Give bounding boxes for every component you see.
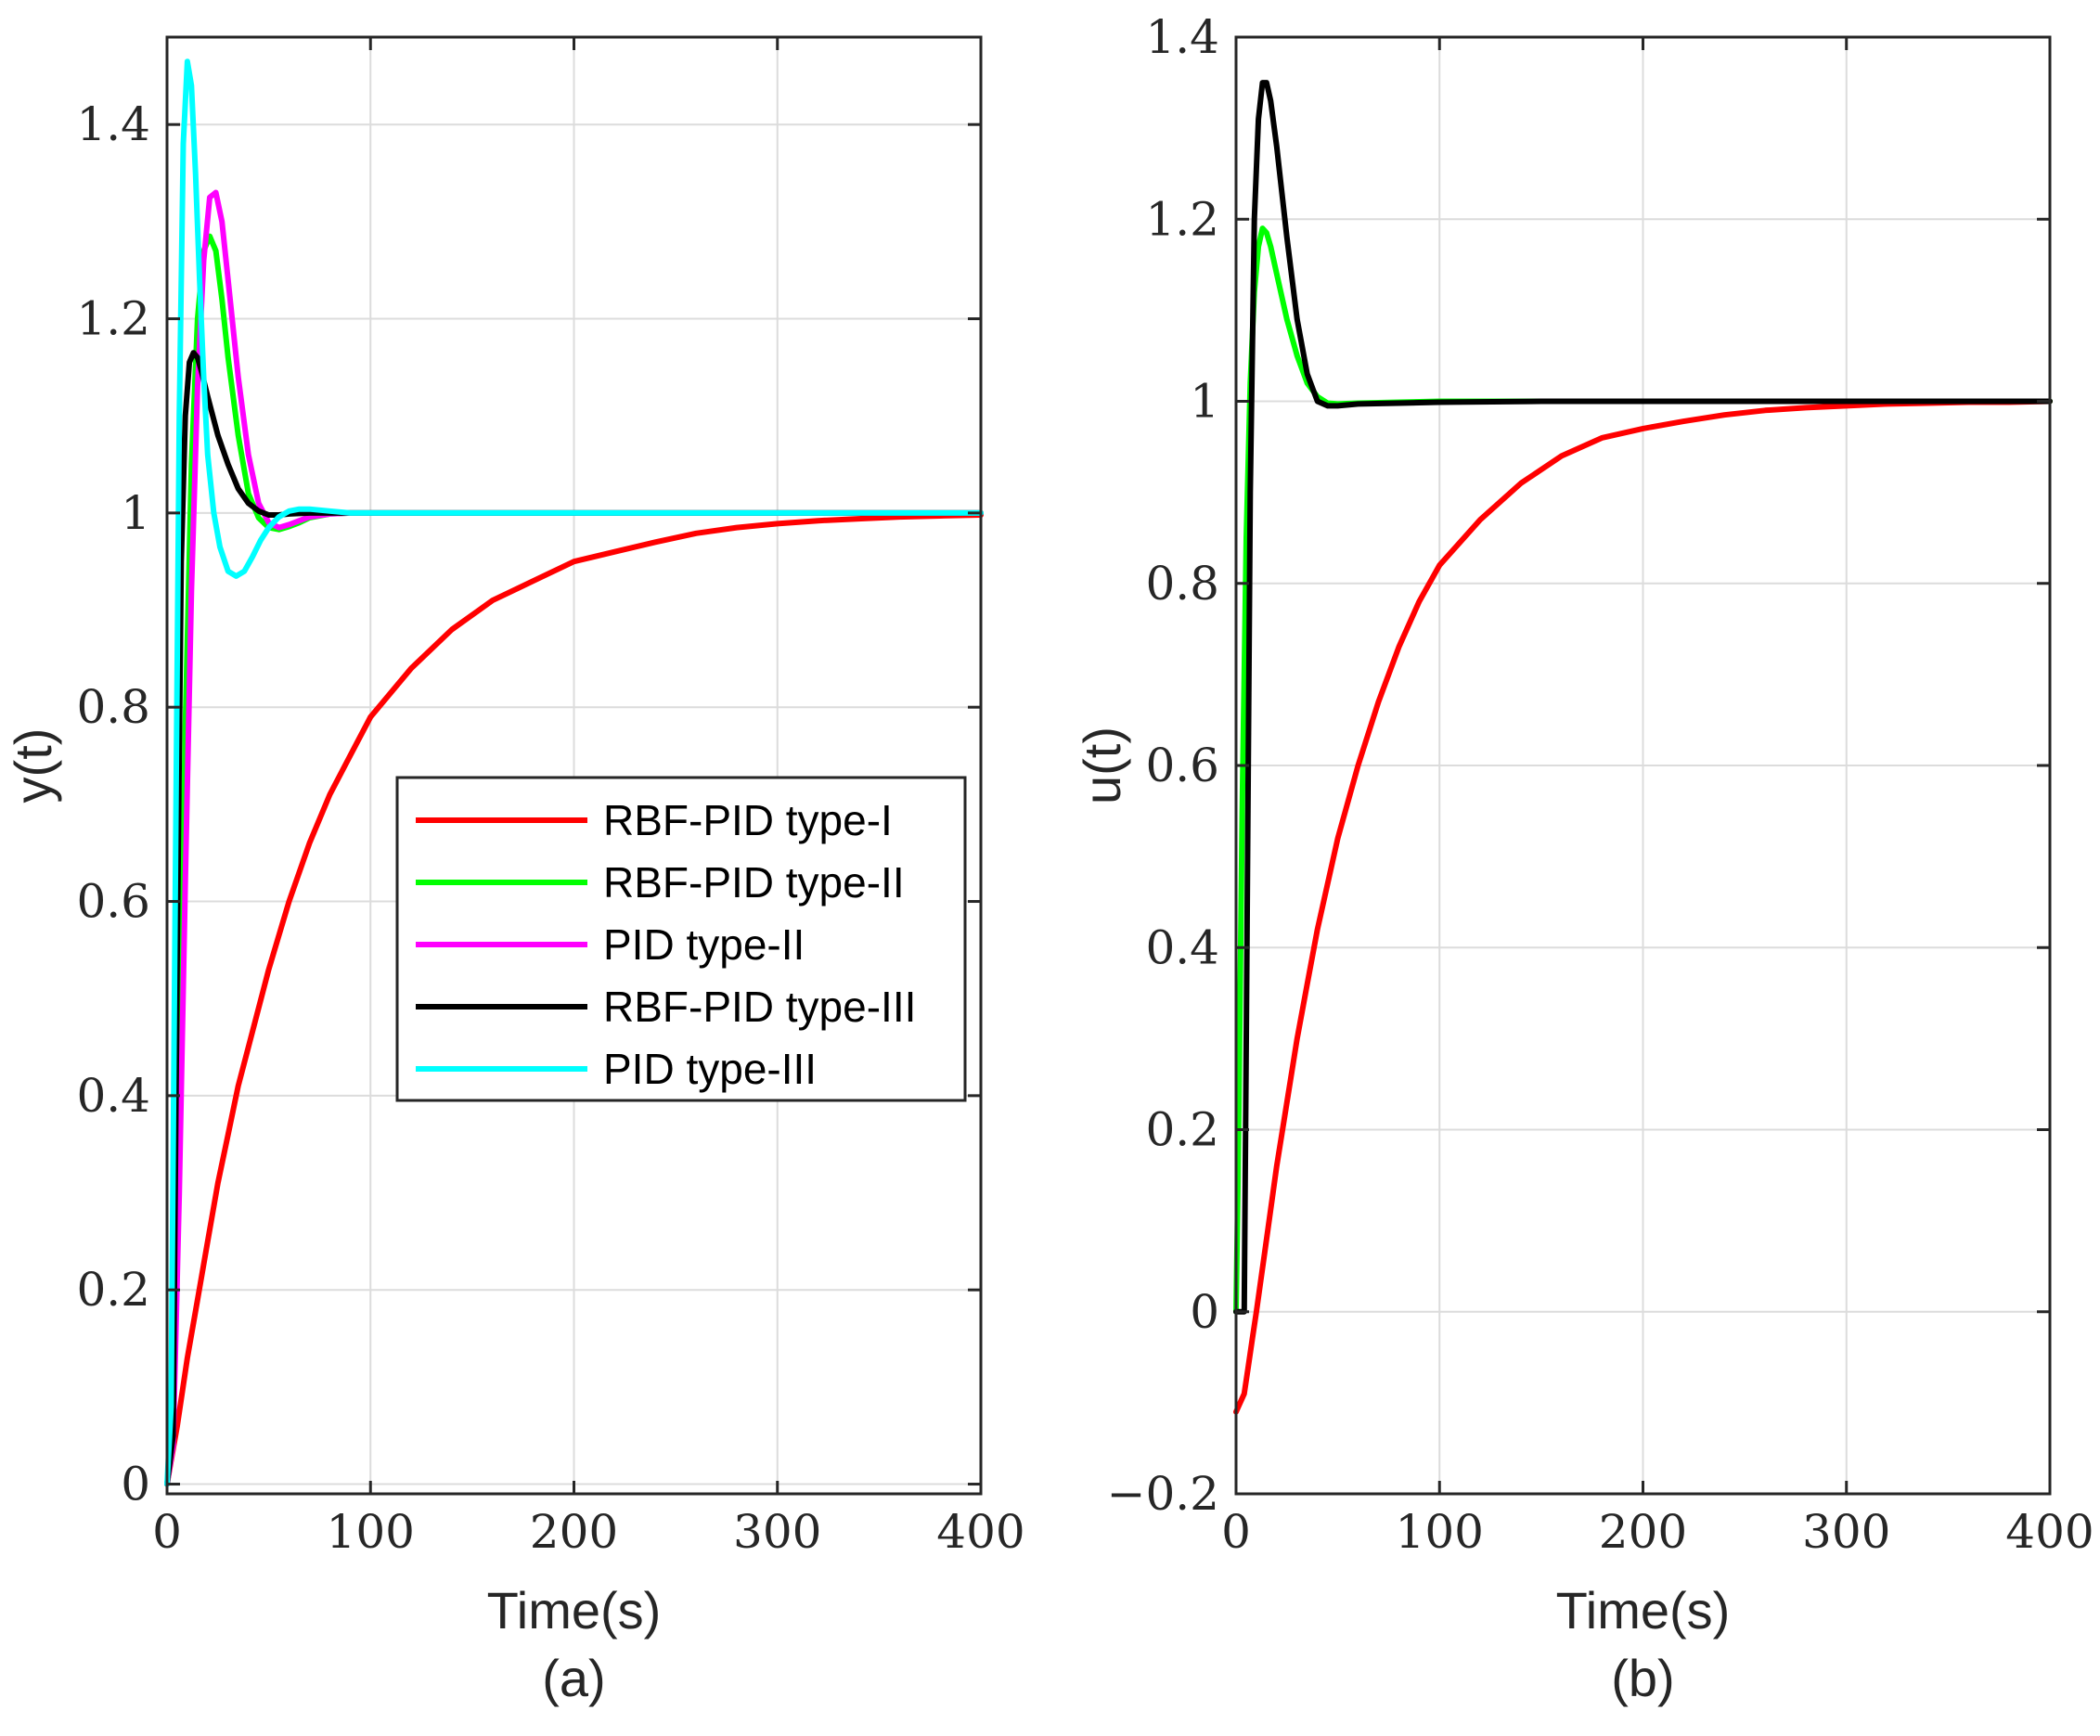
panel-a-y-tick-label: 1.4 [76, 97, 150, 151]
panel-b-y-axis-label: u(t) [1073, 727, 1131, 804]
panel-b-x-tick-label: 0 [1221, 1505, 1251, 1559]
panel-a-x-tick-label: 300 [733, 1505, 821, 1559]
legend-label-rbf-pid-type-ii: RBF-PID type-II [603, 858, 905, 907]
legend-label-rbf-pid-type-iii: RBF-PID type-III [603, 983, 916, 1031]
panel-a-y-tick-label: 0.6 [76, 875, 150, 929]
panel-b-y-tick-label: 0.6 [1145, 739, 1219, 792]
panel-b-series-group [1233, 80, 2053, 1415]
panel-b-y-tick-label: −0.2 [1107, 1467, 1219, 1521]
legend-box [395, 776, 967, 1102]
panel-a-y-tick-label: 1 [121, 486, 150, 540]
panel-a-x-tick-label: 0 [152, 1505, 182, 1559]
panel-a-y-tick-label: 0.8 [76, 680, 150, 734]
panel-b-series-rbf-pid-type-i [1233, 398, 2053, 1415]
panel-b-caption: (b) [1611, 1649, 1674, 1707]
panel-a-grid [166, 37, 982, 1494]
panel-a-ticks: 0 100 200 300 400 0 0.2 0.4 0.6 0.8 1 1.2 1.4 [76, 37, 1025, 1559]
panel-a-chart: 0 100 200 300 400 0 0.2 0.4 0.6 0.8 1 1.2 1.4 RBF-PI… [4, 35, 1025, 1707]
panel-a-y-tick-label: 1.2 [76, 292, 150, 346]
panel-a-y-tick-label: 0 [121, 1458, 150, 1511]
panel-a-series-pid-type-iii [164, 58, 984, 1487]
panel-b-y-tick-label: 0.4 [1145, 920, 1219, 974]
panel-a-x-tick-label: 100 [327, 1505, 415, 1559]
panel-a-x-axis-label: Time(s) [487, 1581, 662, 1640]
panel-b-x-tick-label: 300 [1802, 1505, 1890, 1559]
panel-b-x-tick-label: 400 [2005, 1505, 2094, 1559]
panel-a-y-tick-label: 0.2 [76, 1263, 150, 1317]
panel-b-ticks: 0 100 200 300 400−0.200.20.40.60.811.21.4 [1107, 10, 2094, 1559]
panel-b-x-tick-label: 200 [1599, 1505, 1687, 1559]
panel-a-series-group [164, 58, 984, 1487]
panel-b-chart: 0 100 200 300 400−0.200.20.40.60.811.21.4 Ti… [1073, 10, 2094, 1707]
panel-b-x-axis-label: Time(s) [1556, 1581, 1731, 1640]
panel-b-y-tick-label: 0.8 [1145, 557, 1219, 611]
panel-b-x-tick-label: 100 [1396, 1505, 1484, 1559]
panel-a-y-axis-label: y(t) [4, 728, 62, 804]
panel-b-y-tick-label: 1.4 [1145, 10, 1219, 64]
legend-label-pid-type-iii: PID type-III [603, 1045, 817, 1093]
panel-b-y-tick-label: 1.2 [1145, 192, 1219, 246]
legend-label-rbf-pid-type-i: RBF-PID type-I [603, 796, 893, 844]
panel-a-legend: RBF-PID type-I RBF-PID type-II PID type-II… [395, 776, 967, 1102]
panel-a-x-tick-label: 400 [936, 1505, 1024, 1559]
panel-a-x-tick-label: 200 [530, 1505, 618, 1559]
panel-a-caption: (a) [542, 1649, 605, 1707]
panel-b-y-tick-label: 0.2 [1145, 1103, 1219, 1157]
legend-label-pid-type-ii: PID type-II [603, 920, 805, 969]
panel-b-y-tick-label: 0 [1190, 1285, 1219, 1339]
panel-b-y-tick-label: 1 [1190, 375, 1219, 429]
panel-a-y-tick-label: 0.4 [76, 1069, 150, 1123]
panel-b-series-rbf-pid-type-iii [1233, 80, 2053, 1315]
panel-a-series-rbf-pid-type-i [164, 512, 984, 1487]
